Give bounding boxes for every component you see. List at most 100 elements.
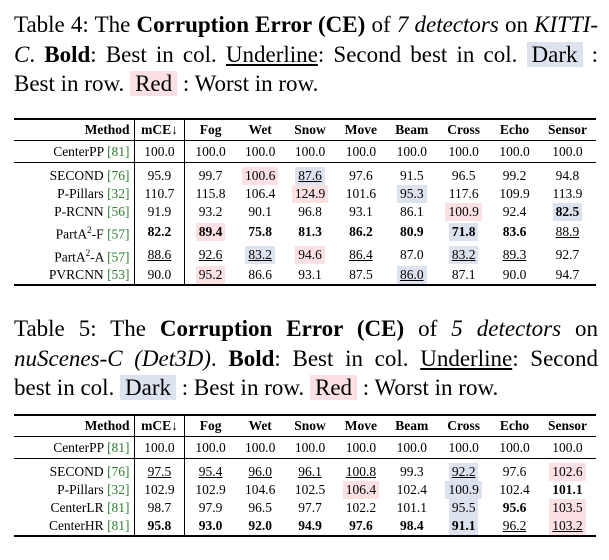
value-cell: 106.4 (335, 481, 386, 499)
value-text: 98.7 (147, 500, 172, 515)
value-text: 97.6 (349, 168, 373, 183)
value-text: 94.8 (555, 168, 580, 183)
value-text: 100.0 (499, 143, 530, 159)
value-cell: 92.0 (235, 517, 285, 537)
value-text: 94.9 (298, 518, 322, 533)
value-cell: 100.0 (235, 140, 285, 163)
citation-link[interactable]: [76] (107, 168, 130, 183)
value-text: 95.4 (198, 464, 223, 479)
value-cell: 87.1 (437, 266, 491, 286)
value-cell: 86.6 (235, 266, 285, 286)
value-text: 96.5 (451, 168, 476, 183)
column-header: Method (14, 118, 135, 141)
value-text: 95.8 (147, 518, 172, 533)
value-text: 97.9 (198, 500, 223, 515)
value-text: 100.0 (294, 143, 326, 159)
citation-link[interactable]: [57] (107, 249, 130, 264)
value-cell: 91.9 (134, 203, 186, 221)
value-text: 91.1 (448, 517, 479, 535)
citation-link[interactable]: [56] (107, 204, 130, 219)
legend-underline-desc: : Second best in col. (14, 345, 599, 401)
value-text: 99.7 (198, 168, 223, 183)
value-text: 97.6 (349, 518, 373, 533)
value-cell: 100.0 (386, 140, 438, 163)
value-cell: 115.8 (185, 185, 236, 203)
citation-link[interactable]: [76] (107, 464, 130, 479)
citation-link[interactable]: [81] (107, 439, 130, 455)
value-text: 71.8 (448, 223, 479, 242)
value-cell: 100.9 (437, 203, 490, 221)
value-text: 96.8 (298, 204, 322, 219)
value-cell: 100.0 (538, 140, 596, 163)
value-cell: 100.8 (335, 459, 386, 482)
column-header: Wet (235, 414, 285, 437)
table5: Method mCE↓ Fog Wet Snow Move Beam Cross Echo Sen… (14, 414, 596, 537)
value-cell: 91.5 (386, 163, 437, 186)
caption-text: The (110, 316, 146, 341)
value-cell: 95.2 (184, 266, 236, 286)
value-cell: 92.6 (185, 244, 236, 267)
table5-label: Table 5: (14, 316, 97, 341)
value-cell: 86.4 (335, 244, 386, 267)
value-cell: 102.4 (490, 481, 539, 499)
method-label: CenterPP (53, 143, 104, 159)
table4-label: Table 4: (14, 12, 89, 37)
citation-link[interactable]: [53] (107, 267, 130, 282)
value-cell: 94.9 (284, 517, 336, 537)
value-cell: 99.7 (185, 163, 236, 186)
value-text: 93.1 (298, 267, 322, 282)
value-cell: 89.3 (490, 244, 539, 267)
method-name: PVRCNN [53] (14, 266, 135, 286)
value-cell: 100.0 (335, 436, 387, 459)
value-cell: 100.0 (386, 436, 438, 459)
method-suffix: -A (90, 249, 104, 264)
value-text: 92.2 (448, 463, 479, 481)
value-text: 97.6 (502, 464, 527, 479)
value-cell: 99.3 (386, 459, 437, 482)
value-text: 115.8 (195, 186, 226, 201)
value-text: 101.6 (345, 186, 377, 201)
value-text: 86.2 (349, 224, 373, 240)
legend-red-chip: Red (130, 71, 178, 96)
value-text: 100.0 (345, 439, 377, 455)
legend-underline-desc: : Second best in col. (317, 41, 518, 67)
value-text: 96.5 (248, 500, 272, 515)
citation-link[interactable]: [81] (107, 518, 130, 533)
value-cell: 100.0 (335, 140, 387, 163)
value-text: 98.4 (399, 518, 424, 533)
table-row: PartA2-F [57] 82.2 89.4 75.8 81.3 86.2 80.9 71.… (14, 221, 596, 244)
column-header: Sensor (538, 414, 596, 437)
citation-link[interactable]: [57] (107, 226, 130, 242)
value-text: 100.0 (144, 143, 175, 159)
value-cell: 89.4 (185, 221, 236, 244)
citation-link[interactable]: [81] (107, 143, 130, 159)
value-cell: 90.0 (134, 266, 186, 286)
value-text: 91.5 (399, 168, 424, 183)
value-cell: 71.8 (437, 221, 490, 244)
value-text: 75.8 (248, 224, 272, 240)
citation-link[interactable]: [32] (107, 186, 130, 201)
citation-link[interactable]: [81] (107, 500, 130, 515)
value-text: 89.3 (502, 246, 527, 262)
value-cell: 94.6 (285, 244, 336, 267)
value-text: 87.5 (349, 267, 373, 282)
value-text: 90.0 (147, 267, 172, 282)
method-name: SECOND [76] (14, 162, 135, 185)
value-text: 86.6 (248, 267, 272, 282)
caption-text: of (371, 12, 391, 37)
column-header: Wet (235, 118, 285, 141)
column-header: Fog (184, 118, 236, 141)
column-header: Echo (490, 414, 539, 437)
method-name: CenterPP [81] (14, 436, 135, 459)
value-text: 95.2 (195, 266, 226, 284)
value-text: 100.0 (396, 439, 427, 455)
value-cell: 124.9 (285, 185, 336, 203)
method-label: P-Pillars (57, 482, 104, 497)
value-cell: 102.6 (539, 459, 596, 481)
value-cell: 90.0 (490, 266, 539, 286)
table-row: P-Pillars [32] 102.9 102.9 104.6 102.5 106.4 1… (14, 481, 596, 499)
citation-link[interactable]: [32] (107, 482, 130, 497)
method-label: SECOND (49, 464, 104, 479)
legend-dark-chip: Dark (120, 375, 177, 400)
value-cell: 96.5 (236, 499, 285, 517)
